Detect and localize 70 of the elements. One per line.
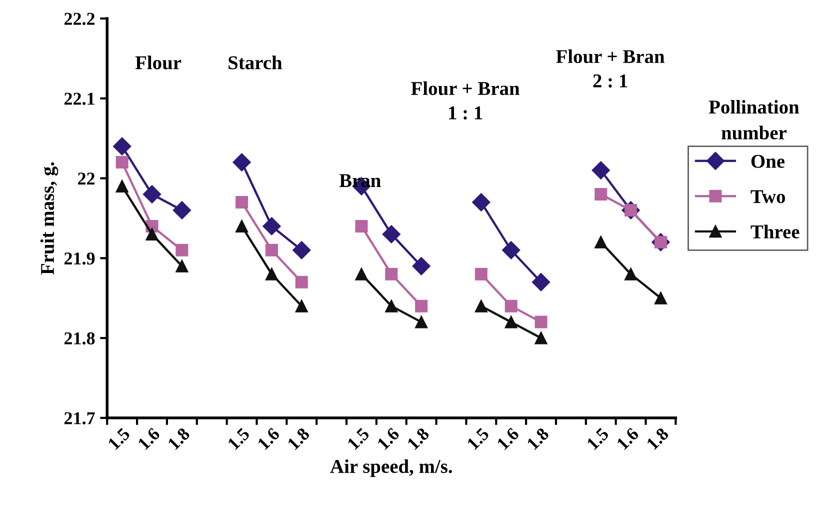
point (265, 268, 278, 280)
point (355, 220, 368, 232)
point (236, 220, 248, 232)
point (474, 300, 488, 312)
x-tick-label: 1.5 (227, 427, 250, 450)
point (382, 225, 400, 244)
x-tick-label: 1.8 (167, 427, 191, 450)
point (502, 241, 520, 260)
point (415, 300, 428, 312)
point (113, 137, 132, 156)
y-tick-label: 22.1 (64, 92, 94, 105)
y-axis-title: Fruit mass, g. (40, 162, 58, 275)
point (176, 244, 188, 256)
point (532, 273, 550, 292)
point (295, 300, 308, 312)
x-tick-label: 1.6 (496, 427, 520, 450)
y-tick-label: 21.7 (64, 412, 95, 424)
point (624, 268, 638, 280)
point (262, 217, 281, 236)
point (504, 316, 518, 328)
legend-label: Three (750, 224, 800, 238)
x-tick-label: 1.6 (376, 427, 400, 450)
x-tick-label: 1.6 (616, 427, 640, 450)
x-tick-label: 1.8 (526, 427, 550, 450)
point (385, 300, 398, 312)
point (355, 268, 368, 280)
point (232, 153, 251, 172)
annotation: Flour + Bran 1 : 1 (411, 81, 520, 120)
legend-label: One (751, 154, 785, 168)
x-tick-label: 1.6 (257, 427, 280, 450)
point (592, 161, 610, 180)
point (594, 236, 608, 248)
point (534, 332, 548, 344)
point (176, 260, 188, 272)
point (594, 188, 608, 200)
point (295, 276, 308, 288)
legend-title: Pollination number (708, 100, 800, 140)
point (236, 196, 248, 208)
annotation: Flour (135, 56, 182, 70)
x-tick-label: 1.5 (586, 427, 610, 450)
x-axis-title: Air speed, m/s. (330, 459, 452, 477)
point (534, 316, 548, 328)
annotation: Starch (228, 56, 282, 70)
point (474, 268, 488, 280)
x-tick-label: 1.8 (287, 427, 310, 450)
point (654, 292, 667, 304)
point (292, 241, 311, 260)
point (116, 156, 128, 169)
x-tick-label: 1.5 (466, 427, 490, 450)
x-tick-label: 1.5 (108, 427, 131, 450)
y-tick-label: 21.8 (64, 332, 95, 345)
point (415, 316, 428, 328)
point (116, 180, 128, 193)
y-tick-label: 22 (78, 172, 95, 185)
point (146, 228, 158, 240)
point (265, 244, 278, 256)
legend-label: Two (750, 190, 786, 204)
x-tick-label: 1.6 (137, 427, 161, 450)
x-tick-label: 1.5 (346, 427, 370, 450)
y-tick-label: 22.2 (64, 12, 95, 26)
point (385, 268, 398, 280)
point (172, 201, 191, 220)
x-tick-label: 1.8 (406, 427, 430, 450)
x-tick-label: 1.8 (646, 427, 670, 450)
point (472, 193, 490, 212)
point (412, 257, 430, 276)
point (504, 300, 518, 312)
annotation: Flour + Bran 2 : 1 (556, 49, 665, 88)
point (142, 185, 162, 204)
y-tick-label: 21.9 (64, 252, 95, 265)
